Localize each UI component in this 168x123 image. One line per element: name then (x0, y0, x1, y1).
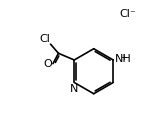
Text: +: + (120, 53, 127, 62)
Text: Cl⁻: Cl⁻ (120, 9, 136, 19)
Text: NH: NH (115, 54, 131, 64)
Text: Cl: Cl (39, 34, 50, 44)
Text: O: O (43, 59, 52, 69)
Text: N: N (69, 84, 78, 94)
